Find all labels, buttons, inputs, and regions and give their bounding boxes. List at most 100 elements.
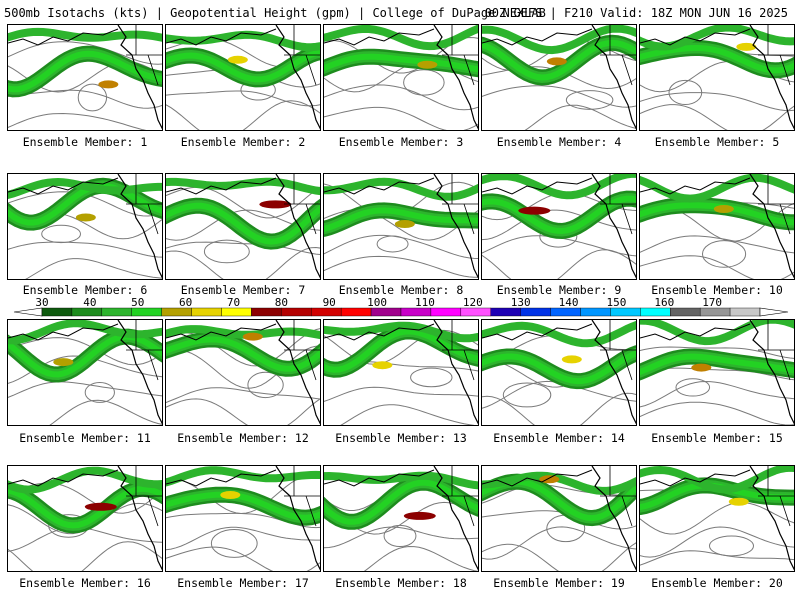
isotach-map bbox=[482, 25, 636, 130]
ensemble-member-map bbox=[7, 319, 163, 426]
ensemble-member-label: Ensemble Member: 15 bbox=[651, 431, 783, 445]
scale-tick-label: 40 bbox=[83, 296, 96, 309]
isotach-map bbox=[640, 25, 794, 130]
height-contour-closed bbox=[668, 79, 703, 105]
isotach-band bbox=[8, 50, 162, 93]
height-contour bbox=[8, 89, 162, 109]
ensemble-member-map bbox=[323, 24, 479, 131]
height-contour-closed bbox=[77, 83, 108, 112]
coastline bbox=[640, 469, 751, 487]
height-contour bbox=[8, 337, 162, 366]
height-contour-closed bbox=[502, 382, 552, 408]
height-contour bbox=[640, 501, 794, 535]
scale-swatch bbox=[41, 307, 73, 317]
height-contour bbox=[482, 85, 636, 108]
scale-tick-label: 130 bbox=[511, 296, 531, 309]
scale-swatch bbox=[281, 307, 312, 317]
jet-max-core bbox=[403, 511, 436, 520]
coastline bbox=[433, 25, 478, 130]
isotach-band bbox=[8, 27, 162, 42]
height-contour-closed bbox=[403, 69, 445, 96]
coastline bbox=[8, 469, 119, 487]
height-contour bbox=[363, 545, 478, 571]
coastline bbox=[482, 323, 593, 341]
height-contour bbox=[482, 392, 636, 425]
coastline bbox=[275, 174, 320, 279]
scale-swatch bbox=[580, 307, 611, 317]
isotach-map bbox=[640, 320, 794, 425]
scale-swatch bbox=[699, 307, 731, 317]
jet-max-core bbox=[728, 497, 749, 506]
coastline bbox=[640, 323, 751, 341]
height-contour bbox=[640, 346, 794, 359]
scale-swatch bbox=[550, 307, 581, 317]
isotach-map bbox=[482, 174, 636, 279]
isotach-band bbox=[482, 39, 636, 81]
height-contour bbox=[166, 546, 320, 571]
isotach-band bbox=[324, 25, 478, 51]
isotach-map bbox=[482, 320, 636, 425]
height-contour bbox=[166, 246, 320, 279]
isotach-band bbox=[482, 195, 636, 235]
coastline bbox=[117, 25, 162, 130]
height-contour bbox=[324, 526, 478, 549]
coastline bbox=[591, 25, 636, 130]
isotach-band bbox=[166, 49, 320, 83]
scale-swatch bbox=[370, 307, 402, 317]
political-border bbox=[600, 174, 636, 235]
height-contour bbox=[166, 398, 320, 425]
coastline bbox=[117, 466, 162, 571]
isotach-map bbox=[640, 466, 794, 571]
height-contour bbox=[482, 526, 636, 560]
coastline bbox=[433, 466, 478, 571]
height-contour-closed bbox=[210, 528, 258, 558]
coastline bbox=[640, 177, 751, 195]
jet-max-core bbox=[417, 60, 438, 69]
ensemble-member-label: Ensemble Member: 19 bbox=[493, 576, 625, 590]
isotach-map bbox=[324, 25, 478, 130]
height-contour bbox=[640, 235, 794, 254]
scale-swatch bbox=[610, 307, 641, 317]
height-contour bbox=[324, 386, 478, 402]
jet-max-core bbox=[546, 57, 567, 66]
height-contour bbox=[166, 90, 320, 107]
scale-tick-label: 160 bbox=[654, 296, 674, 309]
scale-arrow-left bbox=[13, 307, 43, 317]
political-border bbox=[442, 174, 478, 235]
isotach-band bbox=[8, 320, 162, 345]
isotach-map bbox=[324, 466, 478, 571]
scale-swatch bbox=[221, 307, 252, 317]
isotach-band bbox=[166, 177, 320, 196]
political-border bbox=[600, 320, 636, 381]
scale-tick-label: 90 bbox=[323, 296, 336, 309]
scale-swatch bbox=[340, 307, 372, 317]
coastline bbox=[324, 177, 435, 195]
isotach-band bbox=[166, 491, 320, 521]
height-contour bbox=[166, 526, 320, 551]
height-contour-closed bbox=[383, 524, 417, 548]
height-contour bbox=[8, 482, 162, 514]
ensemble-member-map bbox=[639, 319, 795, 426]
political-border bbox=[284, 25, 320, 86]
coastline bbox=[482, 177, 593, 195]
ensemble-member-label: Ensemble Member: 6 bbox=[22, 283, 148, 297]
coastline bbox=[117, 174, 162, 279]
scale-tick-label: 70 bbox=[227, 296, 240, 309]
ensemble-member-map bbox=[323, 173, 479, 280]
scale-tick-label: 120 bbox=[463, 296, 483, 309]
coastline bbox=[166, 469, 277, 487]
coastline bbox=[749, 174, 794, 279]
color-bar: 30 40 50 60 70 80 90 100 110 120 130 140 150 160 170 bbox=[13, 296, 789, 317]
isotach-map bbox=[324, 174, 478, 279]
height-contour bbox=[482, 542, 636, 571]
scale-swatch bbox=[640, 307, 671, 317]
jet-max-core bbox=[372, 361, 393, 370]
coastline bbox=[640, 28, 751, 46]
isotach-band bbox=[8, 485, 162, 529]
coastline bbox=[324, 469, 435, 487]
isotach-band bbox=[640, 466, 794, 494]
coastline bbox=[324, 323, 435, 341]
height-contour bbox=[324, 84, 478, 111]
ensemble-member-label: Ensemble Member: 17 bbox=[177, 576, 309, 590]
height-contour-closed bbox=[708, 535, 755, 557]
